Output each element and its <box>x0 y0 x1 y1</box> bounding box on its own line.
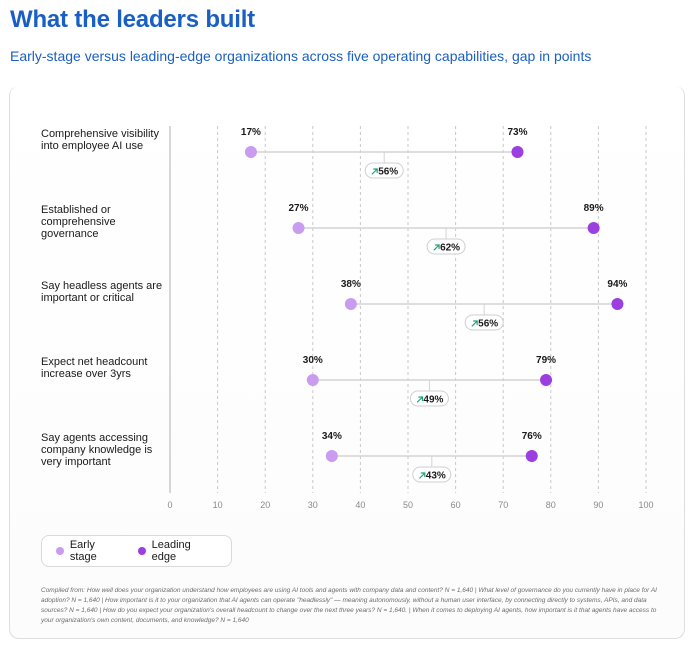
dot-leading <box>525 450 538 462</box>
x-tick-label: 60 <box>451 500 461 510</box>
legend-marker-early <box>56 547 64 555</box>
dot-early <box>325 450 338 462</box>
arrow-up-right-icon <box>371 168 378 175</box>
legend-label-early: Early stage <box>69 539 97 563</box>
category-label: Expect net headcount increase over 3yrs <box>41 356 148 380</box>
category-label: Say headless agents are important or cri… <box>41 280 163 304</box>
x-tick-label: 50 <box>403 500 413 510</box>
gap-badge <box>464 314 504 331</box>
source-footnote: Compiled from: How well does your organi… <box>41 587 657 624</box>
arrow-up-right-icon <box>471 320 478 327</box>
legend-label-leading: Leading edge <box>151 539 191 563</box>
x-tick-label: 70 <box>498 500 508 510</box>
x-tick-label: 100 <box>638 500 653 510</box>
gap-badge <box>426 238 466 255</box>
dot-leading <box>511 146 524 158</box>
x-tick-label: 10 <box>213 500 223 510</box>
value-label-leading: 76% <box>522 431 542 442</box>
value-label-early: 17% <box>241 127 261 138</box>
x-tick-label: 20 <box>260 500 270 510</box>
value-label-leading: 94% <box>607 279 627 290</box>
gap-label: 56% <box>378 167 398 178</box>
value-label-early: 27% <box>289 203 309 214</box>
page-title: What the leaders built <box>10 6 255 33</box>
gap-badge <box>409 390 449 407</box>
arrow-up-right-icon <box>433 244 440 251</box>
x-tick-label: 80 <box>546 500 556 510</box>
gap-badge <box>364 162 404 179</box>
dot-leading <box>611 298 624 310</box>
gap-label: 62% <box>440 243 460 254</box>
chart-legend: Early stage Leading edge <box>41 535 232 567</box>
page-subtitle: Early-stage versus leading-edge organiza… <box>10 48 592 64</box>
value-label-leading: 73% <box>507 127 527 138</box>
legend-item-early: Early stage <box>56 539 124 563</box>
x-tick-label: 90 <box>593 500 603 510</box>
dot-early <box>244 146 257 158</box>
arrow-up-right-icon <box>419 472 426 479</box>
dot-leading <box>587 222 600 234</box>
dot-early <box>344 298 357 310</box>
gap-label: 49% <box>423 395 443 406</box>
x-tick-label: 40 <box>355 500 365 510</box>
category-label: Comprehensive visibility into employee A… <box>41 128 159 152</box>
value-label-early: 30% <box>303 355 323 366</box>
legend-item-leading: Leading edge <box>137 539 217 563</box>
gap-badge <box>412 466 452 483</box>
x-tick-label: 0 <box>167 500 172 510</box>
value-label-leading: 79% <box>536 355 556 366</box>
x-tick-label: 30 <box>308 500 318 510</box>
value-label-early: 34% <box>322 431 342 442</box>
legend-marker-leading <box>137 547 146 555</box>
gap-label: 56% <box>478 319 498 330</box>
dot-early <box>306 374 319 386</box>
dot-early <box>292 222 305 234</box>
dot-leading <box>540 374 553 386</box>
value-label-early: 38% <box>341 279 361 290</box>
value-label-leading: 89% <box>584 203 604 214</box>
category-label: Say agents accessing company knowledge i… <box>41 432 153 468</box>
arrow-up-right-icon <box>416 396 424 403</box>
gap-label: 43% <box>426 471 446 482</box>
category-label: Established or comprehensive governance <box>41 204 116 240</box>
